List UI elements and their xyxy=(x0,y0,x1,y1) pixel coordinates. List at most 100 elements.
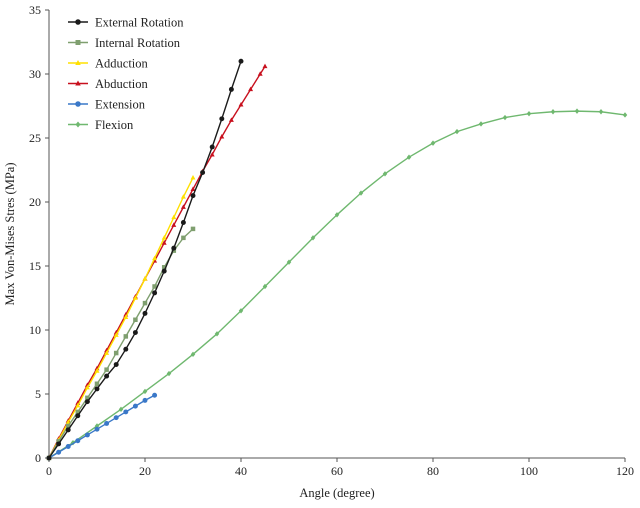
data-point xyxy=(84,432,90,438)
data-point xyxy=(190,186,196,191)
x-tick-label: 60 xyxy=(331,464,343,478)
data-point xyxy=(478,121,484,127)
data-point xyxy=(75,60,81,65)
data-point xyxy=(75,413,81,419)
data-point xyxy=(113,415,119,421)
x-tick-label: 20 xyxy=(139,464,151,478)
data-point xyxy=(238,102,244,107)
series-layer xyxy=(46,58,628,461)
data-point xyxy=(219,116,225,122)
data-point xyxy=(94,426,100,432)
data-point xyxy=(430,140,436,146)
data-point xyxy=(209,151,215,157)
data-point xyxy=(180,220,186,225)
data-point xyxy=(161,235,167,240)
data-point xyxy=(262,283,268,290)
x-tick-label: 80 xyxy=(427,464,439,478)
data-point xyxy=(171,245,177,251)
data-point xyxy=(257,71,263,76)
y-tick-label: 30 xyxy=(29,67,41,81)
data-point xyxy=(94,386,100,392)
data-point xyxy=(152,290,158,296)
data-point xyxy=(113,362,119,368)
series-abduction xyxy=(46,63,268,460)
data-point xyxy=(94,368,100,373)
data-point xyxy=(574,108,580,114)
y-axis-title: Max Von-Mises Stres (MPa) xyxy=(3,163,17,306)
data-point xyxy=(454,128,460,135)
data-point xyxy=(310,235,316,241)
legend: External Rotation Internal Rotation Adduct… xyxy=(68,16,184,132)
series-extension xyxy=(46,392,158,461)
data-point xyxy=(65,419,71,424)
data-point xyxy=(248,86,254,92)
data-point xyxy=(161,265,167,270)
data-point xyxy=(84,399,90,405)
legend-label: Adduction xyxy=(95,57,149,71)
data-point xyxy=(142,397,148,403)
data-point xyxy=(171,214,177,220)
series-adduction xyxy=(46,174,196,460)
data-point xyxy=(142,310,148,316)
data-point xyxy=(190,226,196,232)
data-point xyxy=(598,109,604,115)
data-point xyxy=(550,109,556,115)
series-line xyxy=(48,177,194,459)
legend-label: Flexion xyxy=(95,118,134,132)
data-point xyxy=(142,388,148,395)
data-point xyxy=(104,367,109,372)
data-point xyxy=(123,314,129,319)
y-tick-label: 10 xyxy=(29,323,41,337)
data-point xyxy=(200,170,206,176)
legend-item: Abduction xyxy=(68,77,149,91)
series-internal-rotation xyxy=(46,226,196,461)
data-point xyxy=(75,80,81,86)
data-point xyxy=(85,395,90,401)
data-point xyxy=(75,402,81,408)
data-point xyxy=(209,144,215,150)
data-point xyxy=(180,204,186,209)
data-point xyxy=(238,308,244,314)
data-point xyxy=(262,63,268,69)
y-tick-label: 5 xyxy=(35,387,41,401)
data-point xyxy=(75,40,81,45)
data-point xyxy=(152,392,158,398)
data-point xyxy=(56,441,62,447)
series-external-rotation xyxy=(46,58,244,461)
data-point xyxy=(56,439,61,444)
data-point xyxy=(166,370,172,377)
data-point xyxy=(104,420,110,426)
legend-item: Flexion xyxy=(68,118,134,132)
legend-item: Adduction xyxy=(68,57,149,71)
data-point xyxy=(123,346,129,352)
data-point xyxy=(94,381,100,387)
legend-item: External Rotation xyxy=(68,16,184,30)
axes: 0 20 40 60 80 100 120 0 5 10 15 20 25 30 35 xyxy=(29,3,634,478)
data-point xyxy=(286,259,292,265)
data-point xyxy=(132,403,138,409)
data-point xyxy=(56,449,62,455)
x-tick-label: 0 xyxy=(46,464,52,478)
data-point xyxy=(46,455,52,461)
data-point xyxy=(75,101,81,107)
data-point xyxy=(65,427,71,433)
data-point xyxy=(382,171,388,177)
data-point xyxy=(84,384,90,390)
data-point xyxy=(118,406,124,413)
legend-label: Abduction xyxy=(95,77,149,91)
legend-label: External Rotation xyxy=(95,16,184,30)
data-point xyxy=(181,235,186,241)
y-tick-label: 15 xyxy=(29,259,41,273)
data-point xyxy=(123,334,129,339)
y-tick-label: 0 xyxy=(35,451,41,465)
data-point xyxy=(152,255,158,261)
data-point xyxy=(171,222,177,227)
data-point xyxy=(75,121,81,128)
data-point xyxy=(152,284,157,289)
data-point xyxy=(113,350,119,356)
x-axis-title: Angle (degree) xyxy=(299,486,374,500)
data-point xyxy=(622,112,628,118)
data-point xyxy=(190,351,196,358)
legend-label: Internal Rotation xyxy=(95,36,181,50)
legend-label: Extension xyxy=(95,98,146,112)
